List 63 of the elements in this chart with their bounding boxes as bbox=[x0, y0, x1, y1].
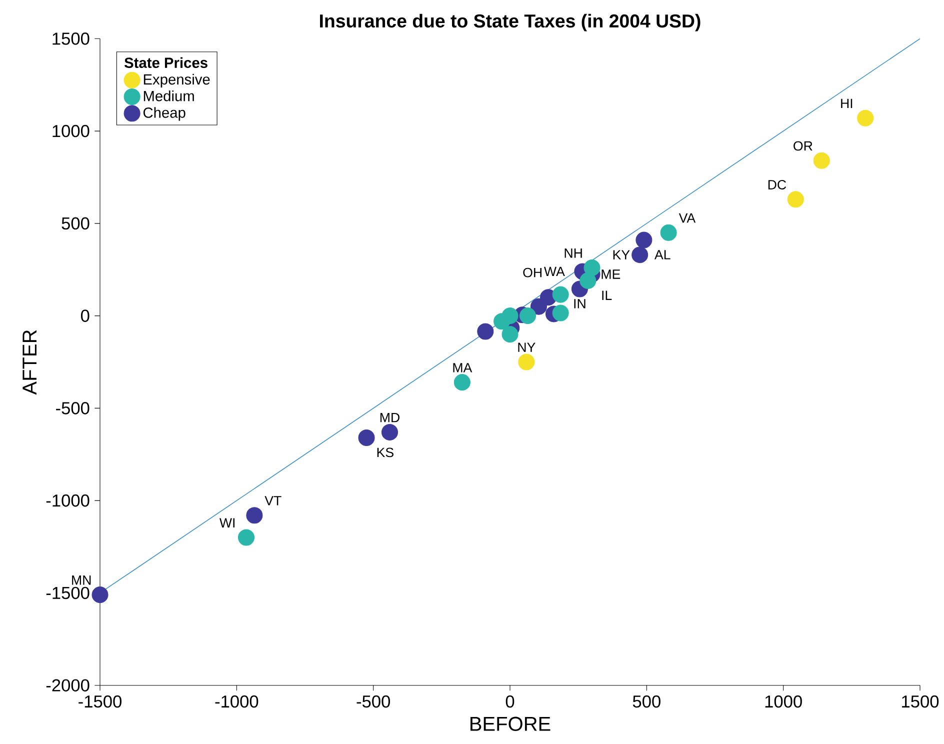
point bbox=[494, 313, 510, 330]
annotation: MA bbox=[453, 363, 472, 372]
annotation: OR bbox=[794, 141, 812, 151]
x-tick-label: 1000 bbox=[765, 695, 802, 708]
point bbox=[246, 507, 263, 524]
point bbox=[518, 354, 535, 370]
y-tick-label: 0 bbox=[80, 310, 90, 322]
annotation: MN bbox=[72, 576, 91, 585]
annotation: IN bbox=[574, 299, 586, 308]
x-tick-label: 1500 bbox=[902, 695, 939, 708]
y-tick-label: 1500 bbox=[52, 32, 90, 45]
legend-label: Expensive bbox=[144, 74, 210, 88]
point bbox=[454, 374, 470, 391]
y-tick-label: -2000 bbox=[46, 679, 90, 692]
y-tick-label: -1500 bbox=[46, 586, 90, 600]
point bbox=[580, 272, 596, 289]
annotation: NH bbox=[564, 248, 582, 258]
point bbox=[552, 304, 569, 322]
y-tick-label: 500 bbox=[62, 217, 90, 230]
annotation: VT bbox=[264, 496, 282, 506]
y-axis-title: AFTER bbox=[22, 330, 36, 395]
annotation: VA bbox=[678, 213, 696, 223]
point bbox=[584, 260, 600, 276]
y-tick-label: 1000 bbox=[52, 124, 90, 138]
annotation: KS bbox=[377, 448, 394, 458]
annotation: DC bbox=[768, 180, 786, 190]
point bbox=[857, 110, 874, 126]
legend-label: Medium bbox=[144, 90, 194, 102]
y-tick-label: -1000 bbox=[46, 494, 90, 507]
annotation: OH bbox=[523, 268, 542, 278]
point bbox=[238, 529, 255, 546]
x-tick-label: -500 bbox=[356, 695, 390, 708]
y-tick-label: -500 bbox=[56, 402, 90, 414]
x-tick-label: -1000 bbox=[215, 695, 258, 708]
annotation: WA bbox=[544, 266, 565, 276]
annotation: HI bbox=[841, 98, 852, 108]
x-tick-label: 0 bbox=[506, 695, 514, 708]
annotation: WI bbox=[219, 518, 234, 528]
legend-title: State Prices bbox=[124, 57, 208, 68]
point bbox=[552, 286, 569, 303]
x-tick-label: -1500 bbox=[78, 695, 122, 708]
annotation: KY bbox=[613, 250, 630, 260]
chart-title: Insurance due to State Taxes (in 2004 USD) bbox=[320, 14, 700, 32]
annotation: AL bbox=[654, 250, 670, 260]
point bbox=[358, 429, 375, 446]
point bbox=[632, 246, 648, 264]
point bbox=[636, 232, 652, 248]
point bbox=[477, 323, 494, 340]
x-axis-title: BEFORE bbox=[470, 716, 550, 731]
point bbox=[502, 326, 518, 343]
point bbox=[520, 308, 536, 324]
annotation: MD bbox=[380, 412, 400, 422]
annotation: IL bbox=[602, 290, 612, 300]
x-tick-label: 500 bbox=[632, 695, 660, 708]
point bbox=[813, 152, 830, 169]
point bbox=[530, 298, 547, 315]
point bbox=[787, 191, 804, 208]
point bbox=[381, 424, 398, 440]
point bbox=[660, 224, 677, 241]
legend-label: Cheap bbox=[143, 107, 186, 121]
annotation: ME bbox=[602, 270, 620, 279]
annotation: NY bbox=[518, 342, 536, 352]
point bbox=[92, 586, 108, 604]
